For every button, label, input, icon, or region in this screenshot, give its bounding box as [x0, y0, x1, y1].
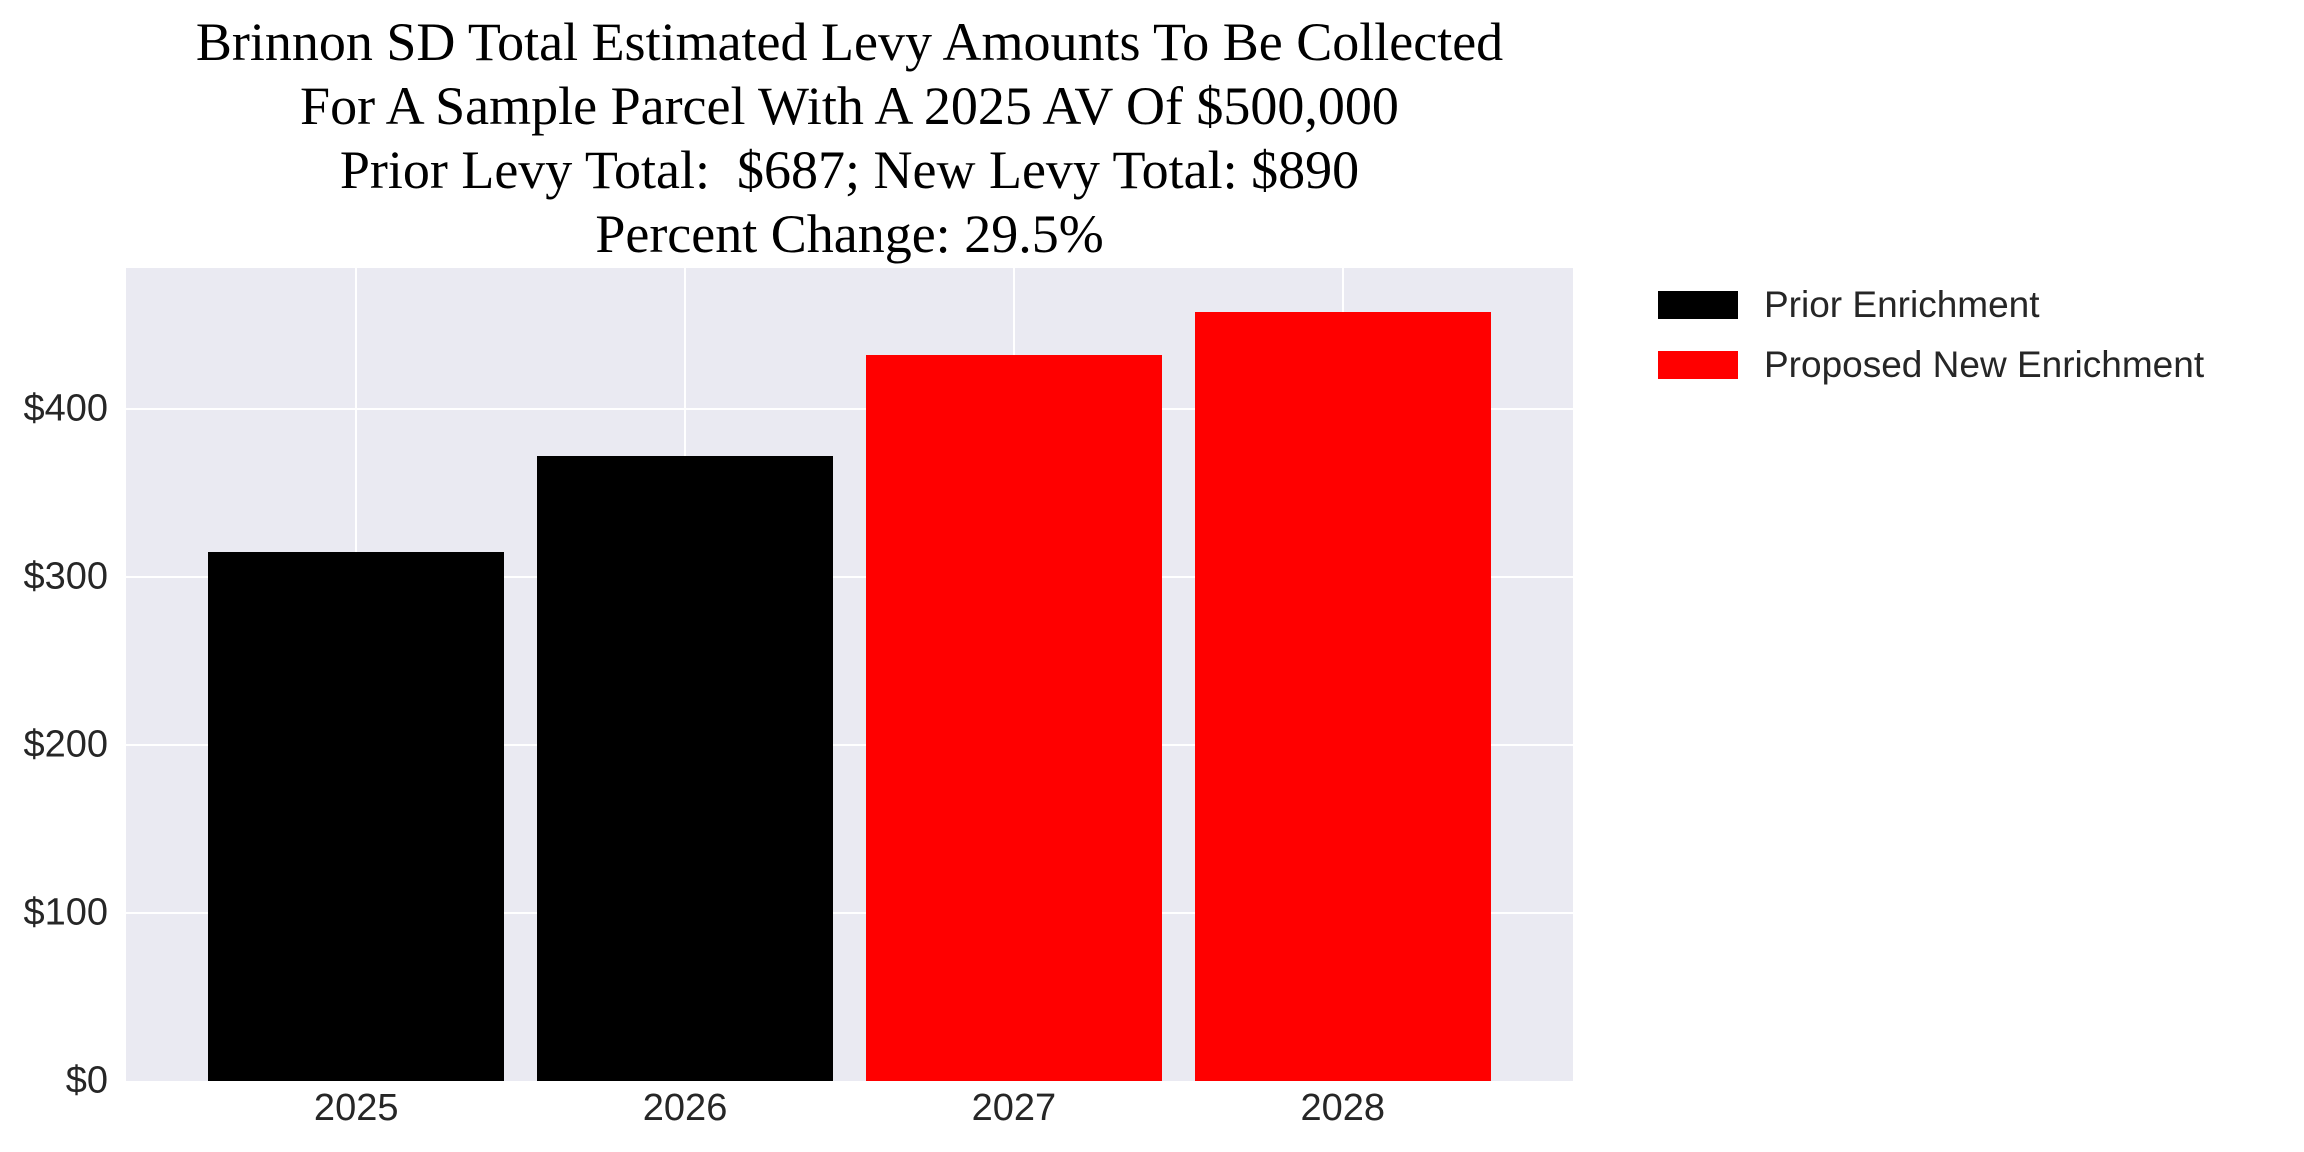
y-tick-label-400: $400	[23, 387, 108, 430]
gridline-y-200	[126, 744, 1573, 747]
gridline-y-300	[126, 576, 1573, 579]
chart-title-line-3: Prior Levy Total: $687; New Levy Total: …	[339, 140, 1360, 200]
x-tick-label-2026: 2026	[642, 1087, 728, 1129]
plot-area	[126, 268, 1573, 1081]
y-tick-label-200: $200	[23, 723, 108, 766]
chart-title-line-4: Percent Change: 29.5%	[595, 204, 1104, 264]
chart-title-line-2: For A Sample Parcel With A 2025 AV Of $5…	[300, 76, 1399, 136]
chart-title: Brinnon SD Total Estimated Levy Amounts …	[126, 10, 1573, 266]
y-tick-label-100: $100	[23, 891, 108, 934]
legend-label-prior-enrichment: Prior Enrichment	[1764, 284, 2040, 325]
x-tick-label-2028: 2028	[1300, 1087, 1386, 1129]
bar-2028	[1194, 311, 1491, 1081]
x-tick-label-2025: 2025	[313, 1087, 399, 1129]
bar-2025	[208, 551, 505, 1081]
gridline-y-400	[126, 408, 1573, 411]
legend-item-prior-enrichment: Prior Enrichment	[1658, 283, 2204, 327]
bar-2026	[537, 456, 834, 1081]
legend: Prior Enrichment Proposed New Enrichment	[1658, 283, 2204, 403]
y-tick-label-0: $0	[65, 1059, 108, 1102]
y-tick-label-300: $300	[23, 555, 108, 598]
legend-swatch-prior-enrichment	[1658, 291, 1738, 319]
bar-2027	[865, 355, 1162, 1081]
gridline-y-100	[126, 912, 1573, 915]
x-tick-label-2027: 2027	[971, 1087, 1057, 1129]
legend-item-proposed-new-enrichment: Proposed New Enrichment	[1658, 343, 2204, 387]
legend-label-proposed-new-enrichment: Proposed New Enrichment	[1764, 344, 2205, 385]
chart-title-line-1: Brinnon SD Total Estimated Levy Amounts …	[195, 12, 1504, 72]
legend-swatch-proposed-new-enrichment	[1658, 351, 1738, 379]
